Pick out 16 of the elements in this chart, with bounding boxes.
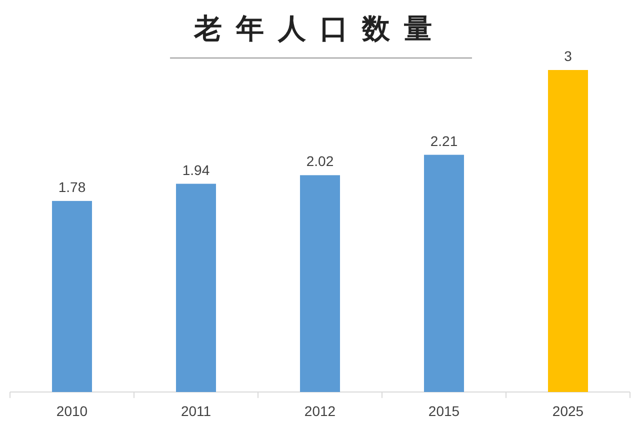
data-label: 3	[564, 48, 572, 64]
x-tick-label: 2011	[180, 403, 212, 419]
x-tick-label: 2025	[552, 403, 584, 419]
x-tick-label: 2012	[304, 403, 336, 419]
data-label: 1.94	[182, 162, 210, 178]
x-tick-label: 2010	[56, 403, 88, 419]
chart-title: 老年人口数量	[193, 12, 446, 45]
bar	[52, 200, 92, 392]
data-label: 1.78	[58, 178, 86, 195]
bar	[176, 184, 216, 392]
data-label: 2.02	[306, 153, 334, 170]
data-label: 2.21	[430, 132, 458, 149]
bar	[300, 175, 340, 392]
bar	[424, 154, 464, 392]
x-tick-label: 2015	[428, 403, 460, 419]
bar	[548, 70, 588, 392]
